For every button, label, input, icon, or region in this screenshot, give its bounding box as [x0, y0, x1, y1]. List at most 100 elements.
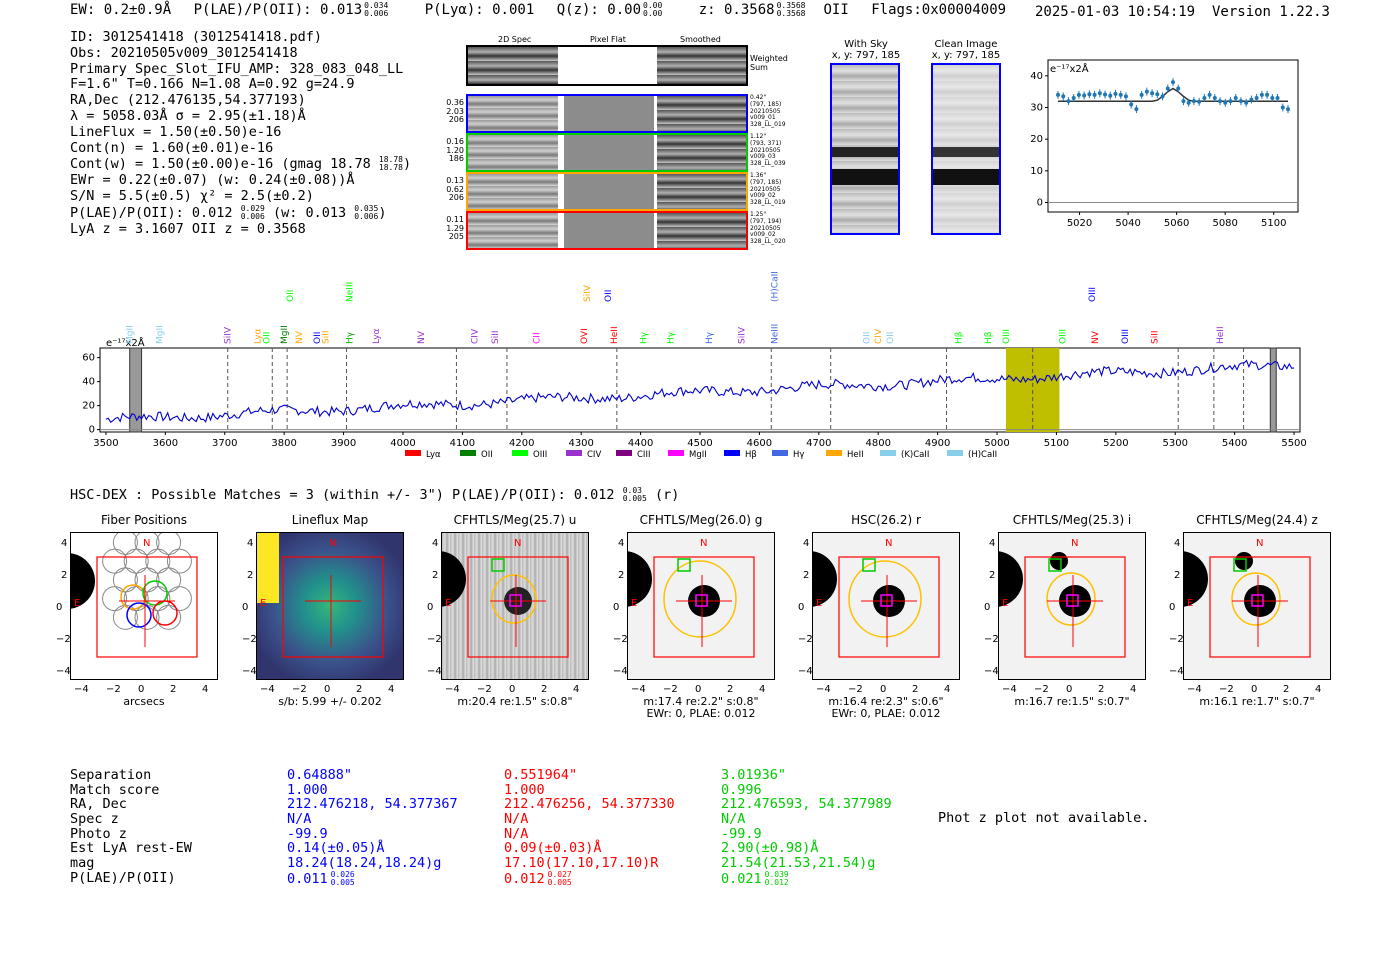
spectrum-line — [105, 359, 1295, 423]
neighbor-source — [1235, 552, 1253, 570]
aperture-ellipse — [663, 560, 737, 638]
cutout-xtick: −2 — [292, 684, 307, 695]
cutout-ytick: −4 — [613, 666, 628, 677]
cutout-ytick: 4 — [803, 538, 810, 549]
spec-xtick-label: 3900 — [331, 438, 356, 449]
match-value: N/A — [287, 811, 312, 828]
line-label: CIV — [874, 328, 884, 344]
legend-swatch — [724, 450, 740, 456]
fiber-circle-green — [142, 580, 168, 606]
zoom-xtick-label: 5040 — [1115, 218, 1140, 229]
match-value: 2.90(±0.98)Å — [721, 840, 819, 857]
full-spectrum-chart: e⁻¹⁷x2Å 3500 3600 3700 3800 3900 4000 4100 4200… — [82, 271, 1307, 460]
fiber-circle-red — [152, 600, 178, 626]
match-marker-green — [491, 558, 505, 572]
fiber-circle — [102, 586, 128, 612]
line-label: MgII — [280, 325, 290, 344]
cutout-title: CFHTLS/Meg(26.0) g — [639, 513, 763, 527]
legend-label: CIV — [587, 450, 601, 460]
cutout-xtick: −4 — [631, 684, 646, 695]
lineflux-bright-patch — [257, 533, 279, 603]
fiber-circle — [166, 586, 192, 612]
aperture-ellipse — [1231, 572, 1281, 626]
fiber-circle — [156, 533, 182, 555]
east-label: E — [445, 598, 451, 609]
cutout-xtick: 2 — [912, 684, 919, 695]
zoom-point — [1218, 99, 1223, 104]
cutout-ytick: 0 — [56, 602, 63, 613]
search-box — [1209, 556, 1311, 658]
fiber-circle — [123, 548, 149, 574]
spec-xtick-label: 4200 — [509, 438, 534, 449]
line-label: OIII — [1121, 329, 1131, 344]
match-value: 212.476593, 54.377989 — [721, 796, 892, 813]
z-value: z: 0.3568 0.3568 0.3568 OII — [698, 1, 849, 19]
fiber-circle — [134, 533, 160, 555]
cutout-ytick: −2 — [798, 634, 813, 645]
line-label: NV — [295, 330, 305, 344]
search-box — [1024, 556, 1126, 658]
match-value: 1.000 — [504, 781, 545, 798]
center-marker — [695, 594, 708, 607]
zoom-point — [1181, 99, 1186, 104]
cutout-title: Fiber Positions — [100, 513, 188, 527]
line-label: NeIII — [346, 282, 356, 302]
cutout-xtick: −2 — [477, 684, 492, 695]
zoom-xtick-label: 5020 — [1067, 218, 1092, 229]
zoom-point — [1286, 107, 1290, 112]
line-label: Lyα — [372, 328, 382, 344]
center-marker — [1251, 594, 1264, 607]
line-label: CII — [533, 332, 543, 344]
zoom-point — [1056, 92, 1060, 97]
search-box — [467, 556, 569, 658]
cutout-ytick: −4 — [242, 666, 257, 677]
cutout-ytick: 4 — [1174, 538, 1181, 549]
center-marker — [509, 594, 522, 607]
zoom-point — [1071, 96, 1076, 100]
clean-image — [931, 63, 1001, 235]
spec-xtick-label: 4800 — [865, 438, 890, 449]
cutout-ytick: 2 — [1174, 570, 1181, 581]
plae-line: P(LAE)/P(OII): 0.012 0.029 0.006 (w: 0.01… — [70, 203, 387, 221]
line-label: OIII — [1058, 329, 1068, 344]
params-line: F=1.6" T=0.166 N=1.08 A=0.92 g=24.9 — [70, 76, 355, 93]
match-value: 0.996 — [721, 781, 762, 798]
cutout-xtick: 2 — [1283, 684, 1290, 695]
zoom-point — [1249, 97, 1254, 102]
zoom-point — [1233, 96, 1238, 100]
line-label: NeIII — [770, 324, 780, 344]
zoom-point — [1176, 86, 1181, 91]
match-label: Spec z — [70, 811, 119, 828]
cutout-subtitle: arcsecs — [123, 695, 165, 708]
zoom-point — [1270, 96, 1275, 100]
cutout-ytick: −2 — [242, 634, 257, 645]
spec-xtick-label: 3600 — [153, 438, 178, 449]
strip-row-meta: 1.12" (793, 371) 20210505 v009_03 328_LL_039 — [750, 133, 786, 168]
spec-xtick-label: 5500 — [1281, 438, 1306, 449]
legend-label: OIII — [533, 450, 547, 460]
search-box — [653, 556, 755, 658]
cutout-xtick: 0 — [1251, 684, 1258, 695]
zoom-point — [1097, 91, 1102, 96]
contw-line: Cont(w) = 1.50(±0.00)e-16 (gmag 18.78 18… — [70, 155, 412, 173]
cutout-subtitle: m:16.4 re:2.3" s:0.6" EWr: 0, PLAE: 0.012 — [828, 695, 944, 720]
fiber-circle — [134, 604, 160, 630]
match-label: Photo z — [70, 825, 127, 842]
cutout-subtitle: m:16.1 re:1.7" s:0.7" — [1199, 695, 1315, 708]
cutout-xtick: 0 — [509, 684, 516, 695]
zoom-point — [1202, 96, 1207, 100]
fiber-circle — [123, 586, 149, 612]
spectrum-ylabel: e⁻¹⁷x2Å — [106, 336, 145, 349]
spec-xtick-label: 5000 — [984, 438, 1009, 449]
cutout-ytick: 4 — [247, 538, 254, 549]
spec-ytick-label: 60 — [82, 353, 95, 364]
zoom-ytick-label: 10 — [1030, 166, 1043, 177]
match-label: RA, Dec — [70, 796, 127, 813]
match-value: 0.64888" — [287, 767, 353, 783]
legend-label: CIII — [637, 450, 650, 460]
cutout-xtick: 4 — [1130, 684, 1137, 695]
plae-header: P(LAE)/P(OII): 0.013 0.034 0.006 — [193, 1, 389, 19]
cutout-title: CFHTLS/Meg(24.4) z — [1196, 513, 1318, 527]
